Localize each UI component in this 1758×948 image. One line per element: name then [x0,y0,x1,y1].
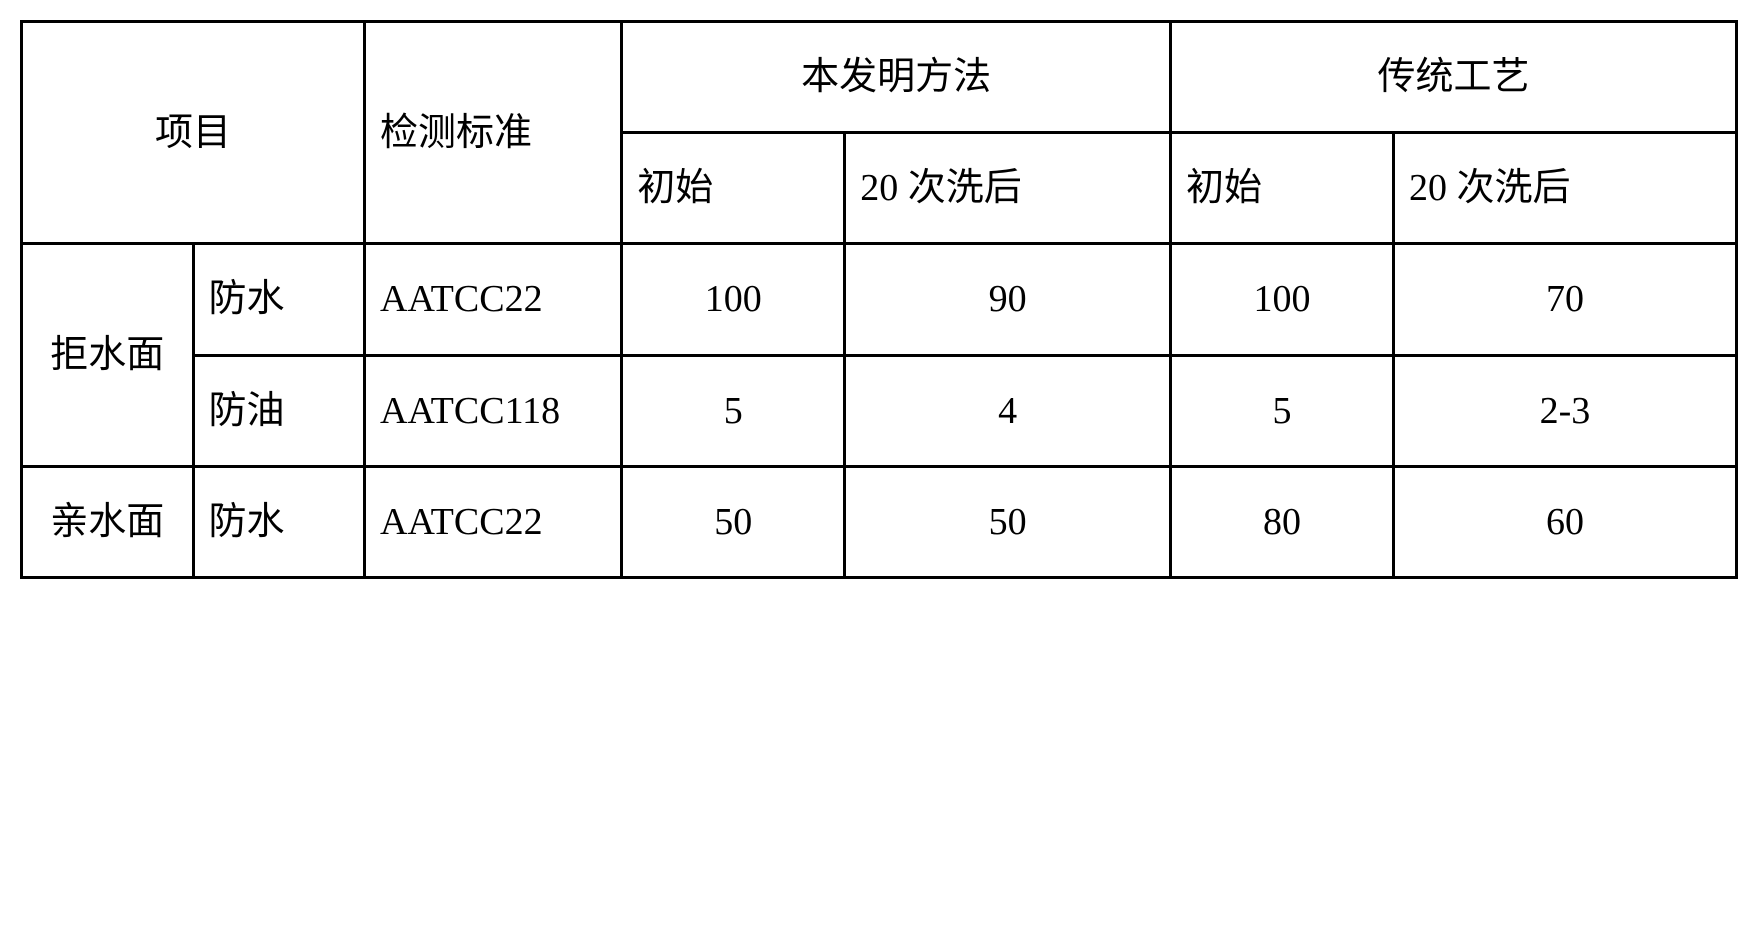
b-wash-cell: 2-3 [1393,355,1736,466]
b-wash-cell: 60 [1393,466,1736,577]
header-project: 项目 [22,22,365,244]
a-wash-cell: 50 [845,466,1171,577]
header-a-wash: 20 次洗后 [845,133,1171,244]
data-row-2: 防油 AATCC118 5 4 5 2-3 [22,355,1737,466]
b-init-cell: 80 [1171,466,1394,577]
b-init-cell: 100 [1171,244,1394,355]
prop-cell: 防水 [193,244,365,355]
a-init-cell: 50 [622,466,845,577]
standard-cell: AATCC22 [365,244,622,355]
data-row-3: 亲水面 防水 AATCC22 50 50 80 60 [22,466,1737,577]
standard-cell: AATCC22 [365,466,622,577]
header-method-b: 传统工艺 [1171,22,1737,133]
header-row-1: 项目 检测标准 本发明方法 传统工艺 [22,22,1737,133]
standard-cell: AATCC118 [365,355,622,466]
b-init-cell: 5 [1171,355,1394,466]
header-a-initial: 初始 [622,133,845,244]
b-wash-cell: 70 [1393,244,1736,355]
header-b-initial: 初始 [1171,133,1394,244]
prop-cell: 防油 [193,355,365,466]
a-wash-cell: 4 [845,355,1171,466]
prop-cell: 防水 [193,466,365,577]
header-standard: 检测标准 [365,22,622,244]
comparison-table: 项目 检测标准 本发明方法 传统工艺 初始 20 次洗后 初始 20 次洗后 拒… [20,20,1738,579]
a-wash-cell: 90 [845,244,1171,355]
a-init-cell: 5 [622,355,845,466]
data-row-1: 拒水面 防水 AATCC22 100 90 100 70 [22,244,1737,355]
header-method-a: 本发明方法 [622,22,1171,133]
group-hydrophilic: 亲水面 [22,466,194,577]
header-b-wash: 20 次洗后 [1393,133,1736,244]
a-init-cell: 100 [622,244,845,355]
group-water-repellent: 拒水面 [22,244,194,466]
